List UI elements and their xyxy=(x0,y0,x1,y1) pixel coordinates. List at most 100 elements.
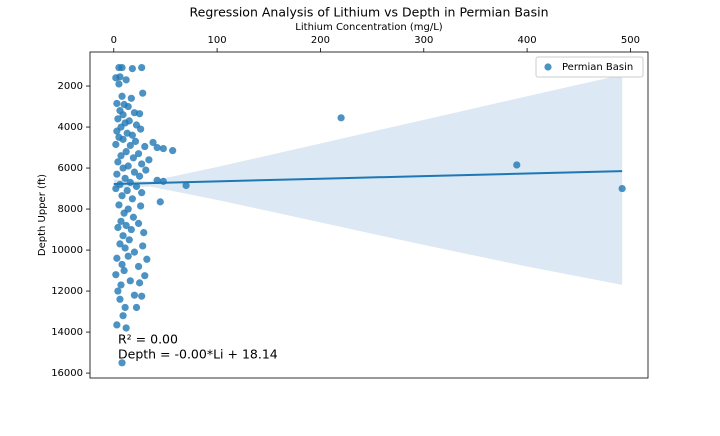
y-tick-label: 8000 xyxy=(58,204,83,215)
point xyxy=(138,292,146,300)
point xyxy=(115,80,123,88)
point xyxy=(118,260,126,269)
plot-frame xyxy=(89,51,649,379)
x-tick-label: 100 xyxy=(208,35,227,46)
point xyxy=(112,184,120,193)
point xyxy=(118,92,126,100)
point xyxy=(112,140,120,149)
point xyxy=(113,254,121,262)
point xyxy=(119,111,127,119)
point xyxy=(122,76,130,84)
point xyxy=(130,168,139,176)
legend-marker xyxy=(544,63,552,71)
point xyxy=(113,99,121,108)
y-tick-label: 6000 xyxy=(58,163,83,174)
point xyxy=(119,164,127,172)
point xyxy=(126,141,134,150)
point xyxy=(116,73,124,81)
point xyxy=(169,147,177,155)
point xyxy=(128,195,136,203)
y-tick-label: 4000 xyxy=(58,122,83,133)
point xyxy=(159,144,167,153)
point xyxy=(127,94,135,102)
point xyxy=(128,65,136,73)
point xyxy=(114,158,122,166)
point xyxy=(149,138,157,147)
point xyxy=(119,232,127,240)
point xyxy=(113,321,121,329)
point xyxy=(138,63,146,72)
x-tick-label: 500 xyxy=(621,35,640,46)
y-tick-label: 2000 xyxy=(58,81,83,92)
annotation: Depth = -0.00*Li + 18.14 xyxy=(118,347,278,362)
point xyxy=(134,150,143,158)
point xyxy=(141,142,149,151)
annotation: R² = 0.00 xyxy=(118,332,178,347)
point xyxy=(112,271,120,279)
point xyxy=(513,161,521,169)
confidence-band xyxy=(113,74,623,285)
point xyxy=(137,202,145,210)
point xyxy=(128,131,136,139)
point xyxy=(122,324,130,332)
point xyxy=(134,262,143,271)
point xyxy=(134,219,143,228)
point xyxy=(114,115,122,123)
point xyxy=(120,209,128,217)
point xyxy=(122,221,130,230)
point xyxy=(124,252,132,260)
point xyxy=(113,127,121,135)
point xyxy=(116,295,124,303)
point xyxy=(159,177,167,185)
legend-label: Permian Basin xyxy=(562,62,633,73)
point xyxy=(132,182,141,191)
x-tick-label: 300 xyxy=(414,35,433,46)
point xyxy=(118,192,126,200)
point xyxy=(130,291,139,299)
point xyxy=(121,244,129,252)
point xyxy=(113,170,121,178)
point xyxy=(153,143,161,152)
point xyxy=(141,272,149,280)
point xyxy=(137,125,145,133)
point xyxy=(143,255,151,263)
point xyxy=(182,181,190,190)
x-tick-label: 400 xyxy=(518,35,537,46)
point xyxy=(142,166,150,174)
point xyxy=(138,160,146,168)
x-axis-label: Lithium Concentration (mg/L) xyxy=(295,22,442,33)
point xyxy=(126,178,134,186)
point xyxy=(121,174,129,182)
point xyxy=(131,137,140,145)
point xyxy=(119,312,127,320)
point xyxy=(136,172,144,180)
point xyxy=(114,287,122,295)
point xyxy=(129,213,137,221)
point xyxy=(118,63,126,72)
point xyxy=(138,189,146,197)
point xyxy=(124,102,132,111)
point xyxy=(337,114,345,122)
point xyxy=(117,152,125,160)
point xyxy=(118,359,126,367)
y-tick-label: 10000 xyxy=(51,245,83,256)
point xyxy=(136,279,144,287)
y-tick-label: 12000 xyxy=(51,286,83,297)
x-tick-label: 0 xyxy=(111,35,117,46)
point xyxy=(127,225,135,234)
point xyxy=(129,154,137,162)
point xyxy=(145,156,153,164)
point xyxy=(139,89,147,97)
point xyxy=(126,277,134,285)
point xyxy=(117,217,125,225)
point xyxy=(618,184,626,193)
point xyxy=(119,135,127,143)
point xyxy=(156,198,164,206)
point xyxy=(140,229,148,237)
point xyxy=(115,201,123,209)
point xyxy=(122,148,130,156)
y-axis-label: Depth Upper (ft) xyxy=(37,174,48,256)
point xyxy=(114,223,122,232)
point xyxy=(123,187,131,195)
legend-box xyxy=(535,56,644,78)
